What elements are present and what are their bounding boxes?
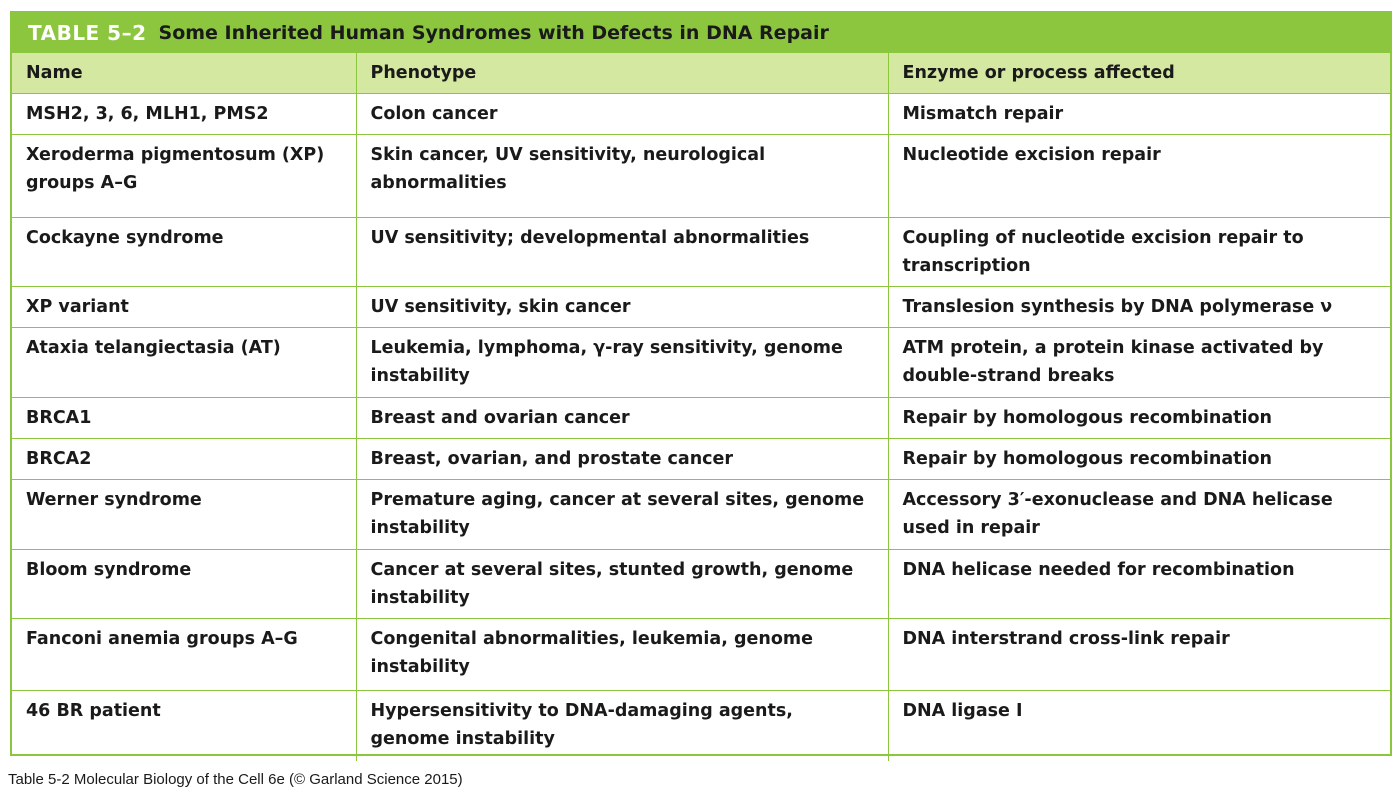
table-row: Werner syndrome Premature aging, cancer … (12, 479, 1390, 550)
cell-enzyme: Repair by homologous recombination (887, 438, 1390, 480)
cell-enzyme: DNA helicase needed for recombination (887, 549, 1390, 619)
cell-name: Xeroderma pigmentosum (XP) groups A–G (12, 134, 356, 218)
table-row: Ataxia telangiectasia (AT) Leukemia, lym… (12, 327, 1390, 398)
cell-phenotype: Leukemia, lymphoma, γ-ray sensitivity, g… (355, 327, 888, 398)
table-title: Some Inherited Human Syndromes with Defe… (158, 22, 829, 44)
cell-name: BRCA1 (12, 397, 356, 439)
cell-enzyme: DNA ligase I (887, 690, 1390, 761)
cell-phenotype: UV sensitivity, skin cancer (355, 286, 888, 328)
cell-phenotype: Breast, ovarian, and prostate cancer (355, 438, 888, 480)
cell-enzyme: Accessory 3′-exonuclease and DNA helicas… (887, 479, 1390, 550)
cell-phenotype: Breast and ovarian cancer (355, 397, 888, 439)
data-table: Name Phenotype Enzyme or process affecte… (12, 53, 1390, 761)
cell-phenotype: UV sensitivity; developmental abnormalit… (355, 217, 888, 287)
cell-name: XP variant (12, 286, 356, 328)
cell-name: Werner syndrome (12, 479, 356, 550)
figure-caption: Table 5-2 Molecular Biology of the Cell … (8, 771, 463, 788)
cell-phenotype: Congenital abnormalities, leukemia, geno… (355, 618, 888, 691)
table-row: MSH2, 3, 6, MLH1, PMS2 Colon cancer Mism… (12, 93, 1390, 135)
table-row: Fanconi anemia groups A–G Congenital abn… (12, 618, 1390, 691)
table-row: BRCA1 Breast and ovarian cancer Repair b… (12, 397, 1390, 439)
cell-enzyme: Repair by homologous recombination (887, 397, 1390, 439)
cell-enzyme: Mismatch repair (887, 93, 1390, 135)
cell-name: MSH2, 3, 6, MLH1, PMS2 (12, 93, 356, 135)
cell-name: Cockayne syndrome (12, 217, 356, 287)
column-header-enzyme: Enzyme or process affected (887, 53, 1390, 94)
cell-name: Ataxia telangiectasia (AT) (12, 327, 356, 398)
table-row: 46 BR patient Hypersensitivity to DNA-da… (12, 690, 1390, 761)
table-row: Cockayne syndrome UV sensitivity; develo… (12, 217, 1390, 287)
table-number-label: TABLE 5–2 (28, 21, 147, 45)
cell-enzyme: DNA interstrand cross-link repair (887, 618, 1390, 691)
cell-phenotype: Skin cancer, UV sensitivity, neurologica… (355, 134, 888, 218)
cell-enzyme: Coupling of nucleotide excision repair t… (887, 217, 1390, 287)
table-row: BRCA2 Breast, ovarian, and prostate canc… (12, 438, 1390, 480)
table-row: Xeroderma pigmentosum (XP) groups A–G Sk… (12, 134, 1390, 218)
cell-name: Bloom syndrome (12, 549, 356, 619)
cell-name: BRCA2 (12, 438, 356, 480)
table-title-bar: TABLE 5–2 Some Inherited Human Syndromes… (12, 13, 1390, 53)
syndromes-table: TABLE 5–2 Some Inherited Human Syndromes… (10, 11, 1392, 761)
table-row: XP variant UV sensitivity, skin cancer T… (12, 286, 1390, 328)
cell-phenotype: Colon cancer (355, 93, 888, 135)
cell-name: 46 BR patient (12, 690, 356, 761)
header-row: Name Phenotype Enzyme or process affecte… (12, 53, 1390, 94)
column-header-phenotype: Phenotype (355, 53, 888, 94)
column-header-name: Name (12, 53, 356, 94)
cell-enzyme: Nucleotide excision repair (887, 134, 1390, 218)
cell-enzyme: ATM protein, a protein kinase activated … (887, 327, 1390, 398)
cell-phenotype: Hypersensitivity to DNA-damaging agents,… (355, 690, 888, 761)
cell-enzyme: Translesion synthesis by DNA polymerase … (887, 286, 1390, 328)
cell-phenotype: Cancer at several sites, stunted growth,… (355, 549, 888, 619)
cell-phenotype: Premature aging, cancer at several sites… (355, 479, 888, 550)
table-row: Bloom syndrome Cancer at several sites, … (12, 549, 1390, 619)
cell-name: Fanconi anemia groups A–G (12, 618, 356, 691)
